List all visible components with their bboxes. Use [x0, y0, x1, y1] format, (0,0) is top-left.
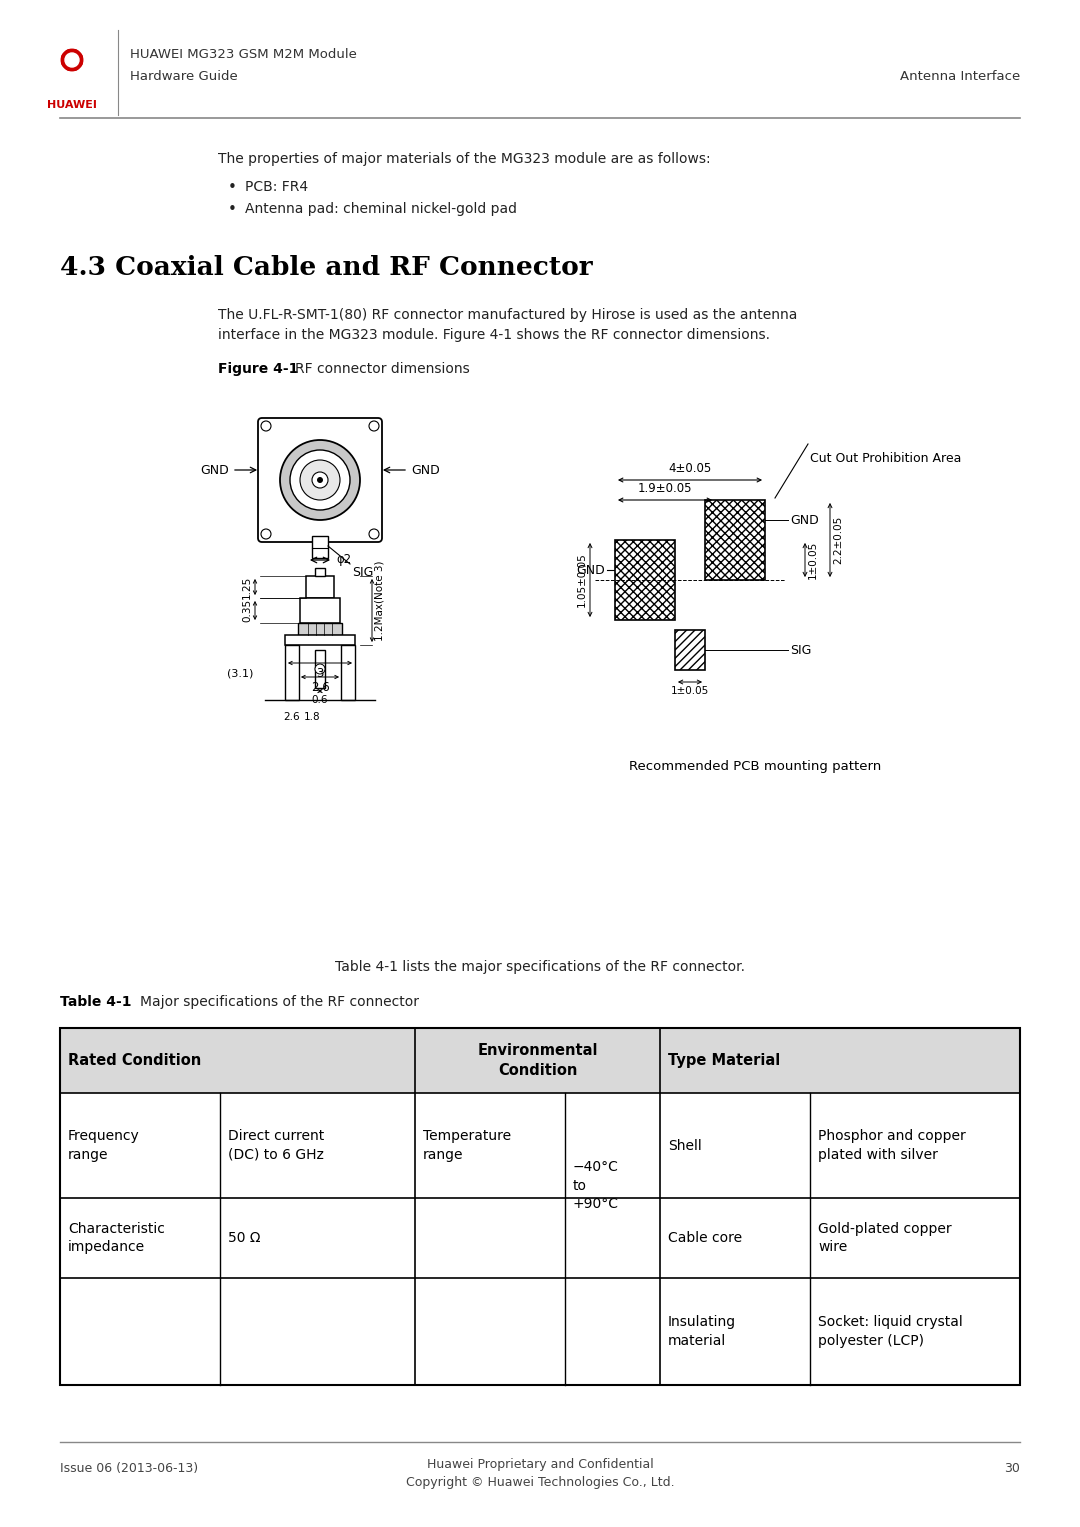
Text: Antenna pad: cheminal nickel-gold pad: Antenna pad: cheminal nickel-gold pad [245, 202, 517, 215]
Text: GND: GND [789, 513, 819, 527]
Ellipse shape [71, 60, 82, 70]
Text: 1.25: 1.25 [242, 576, 252, 599]
Circle shape [65, 53, 79, 67]
Ellipse shape [62, 53, 69, 67]
Bar [306, 576, 334, 599]
Bar [312, 536, 328, 557]
Text: •: • [228, 202, 237, 217]
Text: Socket: liquid crystal
polyester (LCP): Socket: liquid crystal polyester (LCP) [818, 1315, 962, 1348]
Circle shape [300, 460, 340, 499]
Text: 4±0.05: 4±0.05 [669, 463, 712, 475]
Circle shape [369, 528, 379, 539]
Text: Figure 4-1: Figure 4-1 [218, 362, 298, 376]
Text: Issue 06 (2013-06-13): Issue 06 (2013-06-13) [60, 1461, 198, 1475]
Text: The properties of major materials of the MG323 module are as follows:: The properties of major materials of the… [218, 153, 711, 166]
Text: −40°C
to
+90°C: −40°C to +90°C [573, 1161, 619, 1211]
Ellipse shape [65, 63, 79, 70]
Bar [315, 651, 325, 689]
Bar [60, 1028, 1020, 1385]
Text: 2.6: 2.6 [311, 681, 329, 693]
Text: 1±0.05: 1±0.05 [808, 541, 818, 579]
Text: Shell: Shell [669, 1139, 702, 1153]
Text: 1.05±0.05: 1.05±0.05 [577, 553, 588, 608]
Circle shape [261, 421, 271, 431]
Text: 0.35: 0.35 [242, 599, 252, 621]
Text: 2.2±0.05: 2.2±0.05 [833, 516, 843, 563]
Text: Major specifications of the RF connector: Major specifications of the RF connector [140, 996, 419, 1009]
Text: 1±0.05: 1±0.05 [671, 686, 710, 696]
Text: Hardware Guide: Hardware Guide [130, 70, 238, 82]
Text: 4.3 Coaxial Cable and RF Connector: 4.3 Coaxial Cable and RF Connector [60, 255, 593, 279]
Text: Cable core: Cable core [669, 1231, 742, 1245]
Ellipse shape [62, 50, 72, 61]
Ellipse shape [71, 50, 82, 61]
Text: Environmental
Condition: Environmental Condition [477, 1043, 597, 1078]
Text: SIG: SIG [352, 567, 374, 579]
Text: Copyright © Huawei Technologies Co., Ltd.: Copyright © Huawei Technologies Co., Ltd… [406, 1477, 674, 1489]
Circle shape [280, 440, 360, 521]
Text: Insulating
material: Insulating material [669, 1315, 737, 1348]
Text: Gold-plated copper
wire: Gold-plated copper wire [818, 1222, 951, 1254]
Bar [60, 1028, 1020, 1093]
Circle shape [369, 421, 379, 431]
Bar [615, 541, 675, 620]
Text: 1.2Max(Note 3): 1.2Max(Note 3) [375, 560, 384, 641]
Text: Table 4-1 lists the major specifications of the RF connector.: Table 4-1 lists the major specifications… [335, 960, 745, 974]
Text: interface in the MG323 module. Figure 4-1 shows the RF connector dimensions.: interface in the MG323 module. Figure 4-… [218, 328, 770, 342]
Text: Temperature
range: Temperature range [423, 1130, 511, 1162]
Bar [675, 631, 705, 670]
Text: Cut Out Prohibition Area: Cut Out Prohibition Area [810, 452, 961, 466]
Text: SIG: SIG [789, 643, 811, 657]
Text: Antenna Interface: Antenna Interface [900, 70, 1020, 82]
Bar [285, 644, 299, 699]
Text: 1.9±0.05: 1.9±0.05 [638, 483, 692, 495]
Text: 2.6: 2.6 [284, 712, 300, 722]
Text: Rated Condition: Rated Condition [68, 1054, 201, 1067]
Text: (3.1): (3.1) [227, 667, 253, 678]
Circle shape [261, 528, 271, 539]
Text: RF connector dimensions: RF connector dimensions [295, 362, 470, 376]
Text: 50 Ω: 50 Ω [228, 1231, 260, 1245]
Text: HUAWEI MG323 GSM M2M Module: HUAWEI MG323 GSM M2M Module [130, 47, 356, 61]
Circle shape [318, 476, 323, 483]
Text: GND: GND [200, 464, 229, 476]
Bar [298, 623, 342, 635]
Text: Table 4-1: Table 4-1 [60, 996, 132, 1009]
Circle shape [312, 472, 328, 489]
Text: GND: GND [411, 464, 440, 476]
Text: 30: 30 [1004, 1461, 1020, 1475]
Text: 0.6: 0.6 [312, 695, 328, 705]
Circle shape [291, 450, 350, 510]
Text: 1.8: 1.8 [303, 712, 321, 722]
Text: Phosphor and copper
plated with silver: Phosphor and copper plated with silver [818, 1130, 966, 1162]
Circle shape [315, 664, 325, 673]
Bar [341, 644, 355, 699]
Bar [705, 499, 765, 580]
Text: φ2: φ2 [336, 553, 351, 567]
Text: Type Material: Type Material [669, 1054, 780, 1067]
Text: PCB: FR4: PCB: FR4 [245, 180, 308, 194]
Text: Recommended PCB mounting pattern: Recommended PCB mounting pattern [629, 760, 881, 773]
Text: Direct current
(DC) to 6 GHz: Direct current (DC) to 6 GHz [228, 1130, 324, 1162]
Text: 3: 3 [316, 667, 324, 680]
Text: •: • [228, 180, 237, 195]
FancyBboxPatch shape [258, 418, 382, 542]
Ellipse shape [65, 49, 79, 56]
Text: HUAWEI: HUAWEI [48, 99, 97, 110]
Text: Huawei Proprietary and Confidential: Huawei Proprietary and Confidential [427, 1458, 653, 1471]
Bar [315, 568, 325, 576]
Text: GND: GND [577, 563, 605, 577]
Bar [300, 599, 340, 623]
Text: Frequency
range: Frequency range [68, 1130, 139, 1162]
Text: The U.FL-R-SMT-1(80) RF connector manufactured by Hirose is used as the antenna: The U.FL-R-SMT-1(80) RF connector manufa… [218, 308, 797, 322]
Text: Characteristic
impedance: Characteristic impedance [68, 1222, 165, 1254]
Ellipse shape [75, 53, 83, 67]
Bar [285, 635, 355, 644]
Ellipse shape [62, 60, 72, 70]
